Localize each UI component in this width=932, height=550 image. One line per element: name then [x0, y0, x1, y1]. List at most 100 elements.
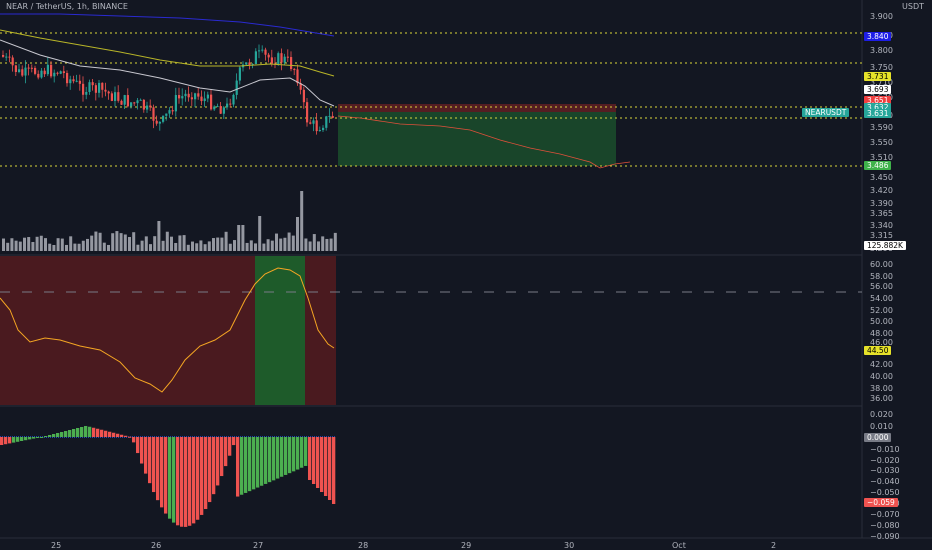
volume-bar: [149, 244, 152, 251]
candle: [117, 92, 120, 101]
price-unit: USDT: [902, 2, 924, 11]
histogram-bar: [288, 437, 292, 474]
histogram-bar: [60, 432, 64, 437]
osc-tick-label: 42.00: [870, 360, 893, 369]
volume-bar: [65, 244, 68, 251]
histogram-bar: [220, 437, 224, 477]
hist-tick-label: −0.090: [870, 532, 900, 541]
candle: [270, 57, 273, 64]
histogram-bar: [0, 437, 4, 445]
histogram-bar: [72, 429, 76, 437]
candle: [88, 82, 91, 92]
osc-value-tag: 44.50: [864, 346, 892, 355]
volume-bar: [94, 231, 98, 251]
histogram-bar: [140, 437, 144, 464]
candle: [34, 67, 37, 74]
histogram-bar: [52, 434, 56, 437]
candle: [293, 69, 296, 71]
histogram-bar: [4, 437, 8, 445]
price-tick-label: 3.550: [870, 138, 893, 147]
histogram-bar: [256, 437, 260, 488]
candle: [158, 121, 161, 124]
volume-bar: [283, 237, 287, 251]
histogram-bar: [8, 437, 12, 444]
candle: [30, 67, 33, 69]
candle: [165, 113, 168, 116]
volume-bar: [18, 241, 22, 251]
candle: [21, 69, 24, 76]
histogram-bar: [96, 428, 100, 437]
candle: [114, 92, 117, 101]
volume-bar: [39, 235, 43, 251]
candle: [325, 116, 328, 128]
osc-tick-label: 36.00: [870, 394, 893, 403]
histogram-bar: [208, 437, 212, 503]
candle: [258, 50, 261, 52]
price-tick-label: 3.315: [870, 231, 893, 240]
histogram-bar: [224, 437, 228, 467]
candle: [245, 62, 248, 65]
volume-bar: [321, 236, 325, 251]
time-tick-label: 29: [461, 541, 472, 550]
time-tick-label: 27: [253, 541, 264, 550]
candle: [315, 120, 318, 132]
hist-zero-tag: 0.000: [864, 433, 892, 442]
volume-bar: [241, 225, 245, 251]
histogram-bar: [120, 434, 124, 437]
volume-bar: [170, 236, 173, 251]
candle: [248, 62, 251, 65]
histogram-bar: [324, 437, 328, 496]
candle: [139, 99, 142, 101]
histogram-bar: [292, 437, 296, 472]
histogram-bar: [40, 437, 44, 438]
hist-tick-label: −0.070: [870, 510, 900, 519]
histogram-bar: [36, 437, 40, 438]
candle: [178, 95, 181, 99]
candle: [85, 91, 88, 95]
volume-bar: [52, 244, 56, 251]
osc-tick-label: 38.00: [870, 384, 893, 393]
histogram-bar: [128, 436, 132, 438]
histogram-bar: [116, 433, 120, 437]
histogram-bar: [172, 437, 176, 523]
candle: [155, 120, 158, 124]
candle: [200, 96, 203, 102]
histogram-bar: [276, 437, 280, 479]
osc-tick-label: 58.00: [870, 272, 893, 281]
histogram-bar: [296, 437, 300, 470]
candle: [213, 106, 216, 110]
volume-bar: [90, 235, 94, 251]
candle: [2, 55, 5, 57]
volume-bar: [275, 233, 278, 251]
osc-red-zone: [305, 256, 336, 405]
candle: [149, 105, 152, 108]
volume-bar: [6, 242, 10, 251]
histogram-bar: [240, 437, 244, 495]
candle: [254, 51, 257, 65]
volume-bar: [161, 240, 165, 251]
histogram-bar: [144, 437, 148, 474]
candle: [24, 67, 27, 76]
oscillator-line: [0, 267, 335, 393]
osc-tick-label: 54.00: [870, 294, 893, 303]
candle: [171, 110, 174, 112]
histogram-bar: [216, 437, 220, 486]
histogram-bar: [80, 427, 84, 437]
osc-red-zone: [0, 256, 255, 405]
candle: [133, 102, 136, 104]
histogram-bar: [12, 437, 16, 443]
price-tick-label: 3.390: [870, 199, 893, 208]
candle: [75, 80, 78, 82]
candle: [104, 89, 107, 92]
volume-bar: [266, 239, 270, 251]
volume-bar: [73, 243, 77, 251]
candle: [216, 106, 219, 108]
histogram-bar: [132, 437, 136, 443]
volume-bar: [2, 238, 5, 251]
volume-bar: [86, 238, 89, 251]
volume-bar: [48, 243, 52, 251]
volume-bar: [182, 235, 186, 251]
histogram-bar: [320, 437, 324, 492]
price-tick-label: 3.340: [870, 221, 893, 230]
